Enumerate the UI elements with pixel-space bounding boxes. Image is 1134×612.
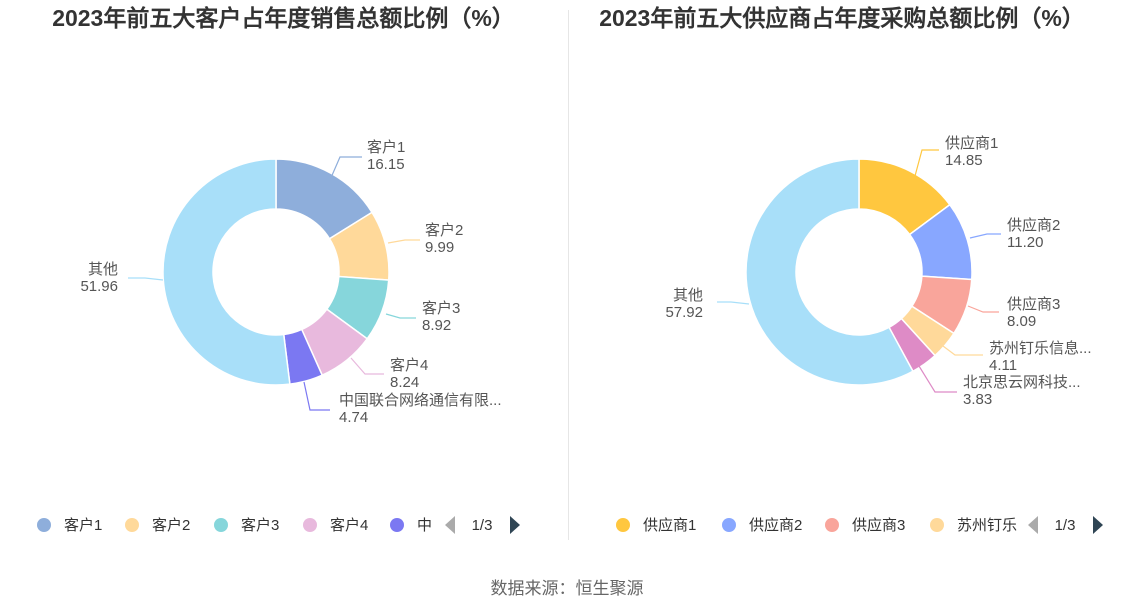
legend-label: 客户2 bbox=[152, 517, 190, 534]
slice-label: 供应商3 bbox=[1007, 295, 1060, 313]
slice-label: 客户1 bbox=[367, 139, 405, 156]
legend-pager: 1/3 bbox=[445, 516, 520, 534]
legend-item[interactable]: 客户1 bbox=[37, 517, 102, 534]
legend-label: 供应商2 bbox=[749, 516, 802, 534]
slice-value: 51.96 bbox=[80, 278, 118, 295]
legend-dot-icon bbox=[37, 518, 51, 532]
legend-dot-icon bbox=[722, 518, 736, 532]
slice-label: 供应商2 bbox=[1007, 216, 1060, 234]
chart-title: 2023年前五大供应商占年度采购总额比例（%） bbox=[599, 5, 1085, 31]
legend-item[interactable]: 客户3 bbox=[214, 517, 279, 534]
slice-value: 57.92 bbox=[665, 304, 703, 321]
donut-slices bbox=[745, 158, 973, 386]
slice-value: 8.92 bbox=[422, 317, 451, 334]
legend-item[interactable]: 苏州钉乐 bbox=[930, 517, 1017, 534]
slice-value: 8.24 bbox=[390, 374, 419, 391]
legend-item[interactable]: 供应商2 bbox=[722, 516, 802, 534]
next-page-icon[interactable] bbox=[1093, 516, 1103, 534]
slice-label: 中国联合网络通信有限... bbox=[339, 392, 502, 409]
slice-label: 北京思云网科技... bbox=[963, 374, 1081, 391]
legend-item[interactable]: 中 bbox=[390, 517, 432, 534]
leader-line bbox=[385, 313, 416, 319]
legend: 客户1 客户2 客户3 客户4 中 bbox=[37, 517, 432, 534]
donut-slices bbox=[162, 158, 390, 386]
legend-label: 供应商1 bbox=[643, 516, 696, 534]
leader-line bbox=[717, 301, 750, 305]
slice-value: 16.15 bbox=[367, 156, 405, 173]
customer-chart-panel: 2023年前五大客户占年度销售总额比例（%） 客户1 16.15 客户2 9.99 客户… bbox=[0, 0, 567, 560]
legend-dot-icon bbox=[214, 518, 228, 532]
slice-label: 其他 bbox=[88, 261, 118, 278]
leader-line bbox=[918, 365, 957, 393]
slice-label: 苏州钉乐信息... bbox=[989, 340, 1092, 357]
legend-item[interactable]: 客户4 bbox=[303, 517, 368, 534]
legend-label: 客户3 bbox=[241, 517, 279, 534]
supplier-donut-chart: 供应商114.85供应商211.20供应商38.09苏州钉乐信息...4.11北… bbox=[616, 134, 1103, 534]
legend-label: 中 bbox=[417, 517, 432, 534]
next-page-icon[interactable] bbox=[510, 516, 520, 534]
chart-title: 2023年前五大客户占年度销售总额比例（%） bbox=[52, 5, 515, 31]
leader-line bbox=[967, 305, 999, 313]
legend-pager: 1/3 bbox=[1028, 516, 1103, 534]
leader-line bbox=[329, 156, 362, 181]
slice-value: 3.83 bbox=[963, 391, 992, 408]
pie-slice-6[interactable] bbox=[162, 158, 291, 386]
slice-value: 4.11 bbox=[989, 357, 1017, 374]
legend-dot-icon bbox=[616, 518, 630, 532]
supplier-chart-panel: 2023年前五大供应商占年度采购总额比例（%） 供应商1 14.85 供应商2 11.… bbox=[567, 0, 1134, 560]
legend-label: 客户4 bbox=[330, 517, 368, 534]
leader-line bbox=[969, 233, 1001, 239]
prev-page-icon[interactable] bbox=[445, 516, 455, 534]
legend-item[interactable]: 供应商3 bbox=[825, 516, 905, 534]
legend-item[interactable]: 供应商1 bbox=[616, 516, 696, 534]
pie-slice-6[interactable] bbox=[745, 158, 914, 386]
legend-label: 客户1 bbox=[64, 517, 102, 534]
leader-line bbox=[350, 357, 384, 375]
legend-dot-icon bbox=[303, 518, 317, 532]
legend-label: 苏州钉乐 bbox=[957, 517, 1017, 534]
leader-line bbox=[938, 342, 983, 356]
legend-page-indicator: 1/3 bbox=[472, 517, 493, 534]
leader-line bbox=[914, 149, 939, 177]
panel-divider bbox=[568, 10, 569, 540]
slice-label: 供应商1 bbox=[945, 134, 998, 152]
data-source: 数据来源：恒生聚源 bbox=[490, 579, 644, 598]
customer-donut-chart: 客户116.15客户29.99客户38.92客户48.24中国联合网络通信有限.… bbox=[37, 139, 520, 534]
leader-line bbox=[387, 239, 420, 244]
leader-line bbox=[303, 381, 330, 411]
slice-label: 客户2 bbox=[425, 222, 463, 239]
legend-label: 供应商3 bbox=[852, 516, 905, 534]
slice-label: 客户3 bbox=[422, 300, 460, 317]
legend-item[interactable]: 客户2 bbox=[125, 517, 190, 534]
slice-label: 客户4 bbox=[390, 357, 428, 374]
legend-dot-icon bbox=[125, 518, 139, 532]
slice-value: 11.20 bbox=[1007, 234, 1043, 251]
slice-value: 9.99 bbox=[425, 239, 454, 256]
leader-line bbox=[128, 277, 164, 281]
legend-dot-icon bbox=[390, 518, 404, 532]
legend-page-indicator: 1/3 bbox=[1055, 517, 1076, 534]
slice-label: 其他 bbox=[673, 287, 703, 304]
slice-value: 14.85 bbox=[945, 152, 983, 169]
prev-page-icon[interactable] bbox=[1028, 516, 1038, 534]
slice-value: 8.09 bbox=[1007, 313, 1036, 330]
legend: 供应商1 供应商2 供应商3 苏州钉乐 bbox=[616, 516, 1017, 534]
legend-dot-icon bbox=[825, 518, 839, 532]
legend-dot-icon bbox=[930, 518, 944, 532]
slice-value: 4.74 bbox=[339, 409, 368, 426]
